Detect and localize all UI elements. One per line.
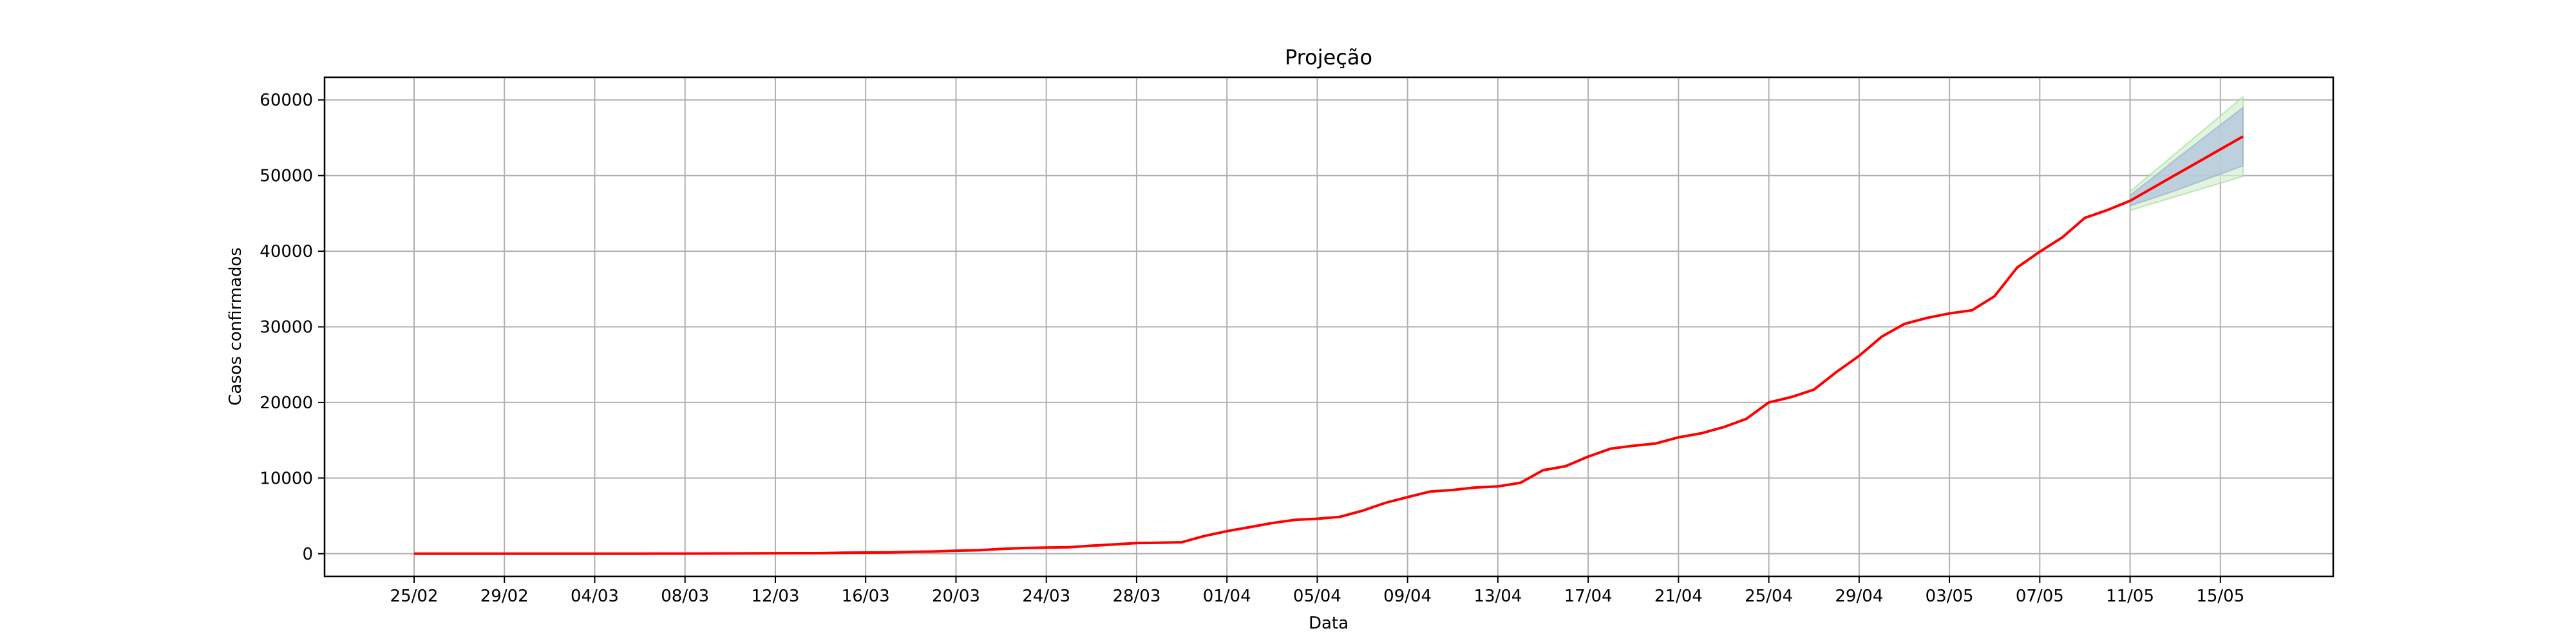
x-tick-label: 17/04 xyxy=(1564,587,1613,606)
x-tick-label: 29/02 xyxy=(480,587,529,606)
x-tick-label: 20/03 xyxy=(932,587,980,606)
confirmed-cases-line xyxy=(414,199,2131,555)
y-tick-label: 0 xyxy=(302,545,313,564)
y-tick-label: 10000 xyxy=(260,469,313,488)
x-tick-label: 16/03 xyxy=(842,587,890,606)
projection-bands xyxy=(2129,95,2244,212)
x-tick-label: 04/03 xyxy=(571,587,619,606)
x-tick-label: 08/03 xyxy=(661,587,709,606)
x-tick-label: 05/04 xyxy=(1293,587,1341,606)
x-tick-label: 15/05 xyxy=(2196,587,2244,606)
series-lines xyxy=(414,135,2244,555)
x-tick-label: 09/04 xyxy=(1383,587,1432,606)
chart-title: Projeção xyxy=(1285,45,1372,70)
y-tick-label: 20000 xyxy=(260,393,313,413)
projection-band-inner xyxy=(2129,106,2244,207)
y-axis-label: Casos confirmados xyxy=(226,247,245,406)
x-tick-label: 11/05 xyxy=(2106,587,2154,606)
x-tick-label: 07/05 xyxy=(2016,587,2064,606)
x-tick-label: 25/04 xyxy=(1745,587,1793,606)
x-tick-label: 28/03 xyxy=(1112,587,1160,606)
y-tick-label: 50000 xyxy=(260,167,313,186)
x-tick-label: 21/04 xyxy=(1654,587,1703,606)
y-tick-label: 60000 xyxy=(260,91,313,110)
grid xyxy=(325,77,2333,576)
y-tick-label: 40000 xyxy=(260,242,313,261)
x-tick-label: 03/05 xyxy=(1926,587,1974,606)
x-tick-label: 01/04 xyxy=(1203,587,1251,606)
x-tick-label: 24/03 xyxy=(1022,587,1070,606)
projection-line xyxy=(2129,135,2244,202)
x-tick-label: 12/03 xyxy=(751,587,799,606)
y-axis-ticks: 0 10000 20000 30000 40000 50000 60000 xyxy=(260,91,325,564)
y-tick-label: 30000 xyxy=(260,318,313,337)
x-tick-label: 25/02 xyxy=(390,587,439,606)
x-tick-label: 13/04 xyxy=(1473,587,1522,606)
x-tick-label: 29/04 xyxy=(1835,587,1883,606)
x-axis-ticks: 25/02 29/02 04/03 08/03 12/03 16/03 20/03 24/03… xyxy=(390,576,2244,606)
x-axis-label: Data xyxy=(1309,614,1349,633)
